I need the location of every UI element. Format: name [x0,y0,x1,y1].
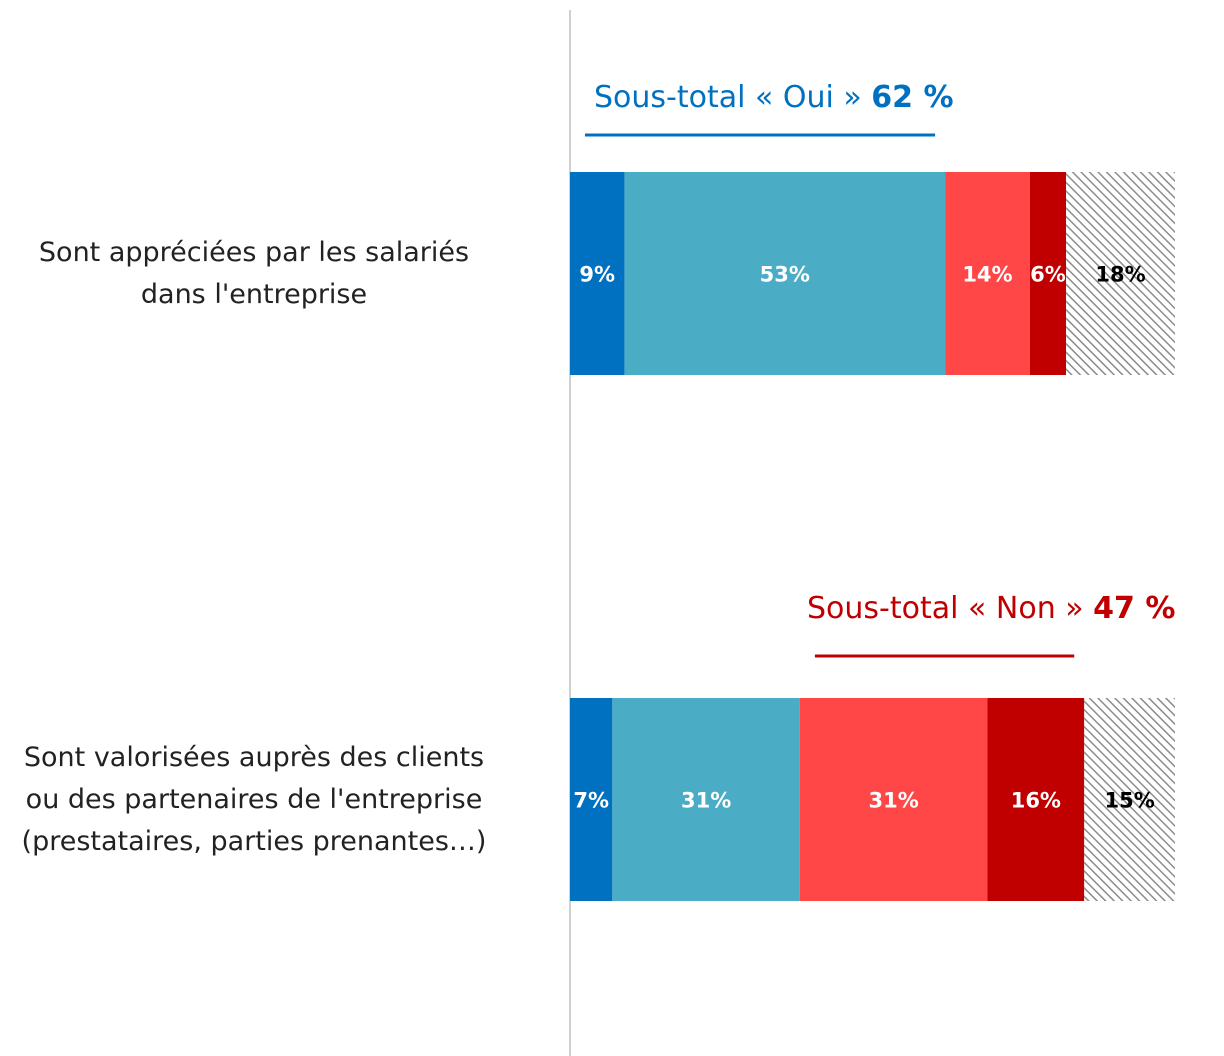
value-label: 7% [573,789,609,813]
value-label: 9% [579,263,615,287]
bar-segment [1029,172,1067,375]
subtotal-text: Sous-total « Oui » [594,80,862,115]
subtotal-text: Sous-total « Non » [807,591,1084,626]
category-label: Sont valorisées auprès des clients ou de… [21,741,487,857]
value-label: 14% [962,263,1012,287]
subtotal-value: 47 % [1093,591,1175,626]
value-label: 18% [1095,263,1145,287]
bar-segment [1066,172,1175,375]
bar-segment [945,172,1030,375]
value-label: 31% [869,789,919,813]
value-label: 16% [1011,789,1061,813]
value-label: 53% [760,263,810,287]
value-label: 6% [1030,263,1066,287]
subtotal-annotation: Sous-total « Non » 47 % [807,591,1175,626]
bar-segment [799,698,988,901]
bar-segment [570,698,613,901]
category-label: Sont appréciées par les salariés dans l'… [38,236,470,310]
bar-segment [612,698,800,901]
value-label: 31% [681,789,731,813]
subtotal-annotation: Sous-total « Oui » 62 % [594,80,954,115]
bar-segment [987,698,1085,901]
bar-segment [624,172,946,375]
value-label: 15% [1104,789,1154,813]
subtotal-value: 62 % [871,80,953,115]
bar-segment [1084,698,1175,901]
bar-segment [570,172,625,375]
